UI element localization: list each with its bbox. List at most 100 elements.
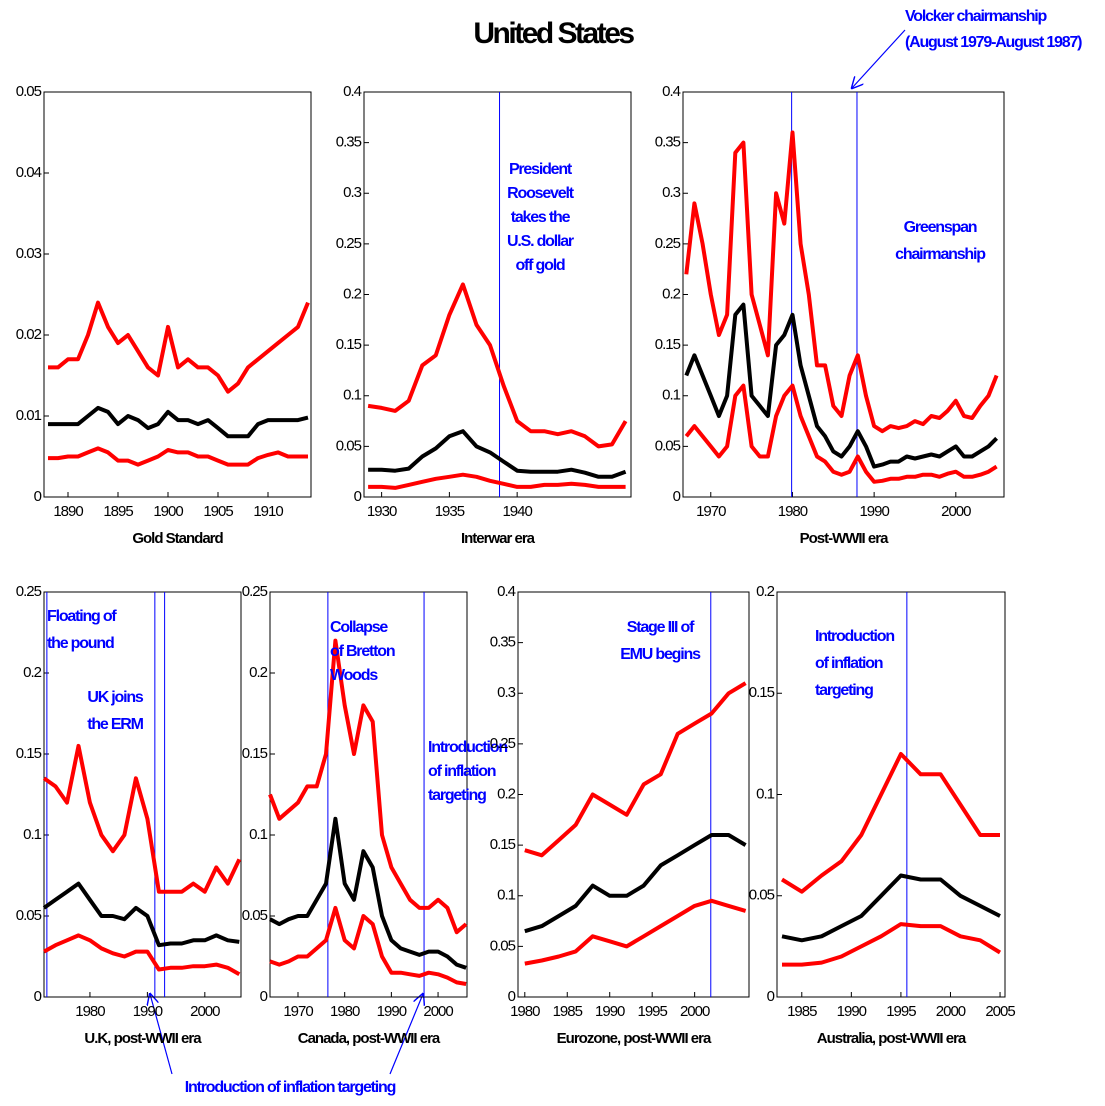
y-tick-label: 0.35 bbox=[336, 134, 362, 151]
y-tick-label: 0.25 bbox=[242, 583, 268, 600]
arrow bbox=[389, 994, 423, 1075]
y-tick-label: 0 bbox=[354, 488, 362, 505]
x-tick-label: 1970 bbox=[696, 503, 726, 520]
y-tick-label: 0.05 bbox=[655, 437, 681, 454]
annotation: Introduction of inflation targeting bbox=[185, 1079, 396, 1096]
x-axis-label: Gold Standard bbox=[132, 530, 223, 547]
annotation: the ERM bbox=[87, 716, 143, 733]
y-tick-label: 0.3 bbox=[662, 184, 681, 201]
annotation: the pound bbox=[47, 635, 114, 652]
arrow bbox=[150, 994, 173, 1075]
annotation: targeting bbox=[815, 682, 873, 699]
series-line bbox=[269, 905, 467, 986]
x-axis-label: Interwar era bbox=[461, 530, 536, 547]
x-tick-label: 1985 bbox=[787, 1003, 817, 1020]
y-tick-label: 0.1 bbox=[343, 387, 362, 404]
x-tick-label: 1990 bbox=[595, 1003, 625, 1020]
x-tick-label: 1935 bbox=[435, 503, 465, 520]
x-tick-label: 1990 bbox=[377, 1003, 407, 1020]
series-line bbox=[684, 302, 999, 469]
x-tick-label: 1980 bbox=[510, 1003, 540, 1020]
annotation: takes the bbox=[511, 209, 571, 226]
y-tick-label: 0.05 bbox=[749, 887, 775, 904]
x-tick-label: 2005 bbox=[985, 1003, 1015, 1020]
annotation: President bbox=[509, 161, 573, 178]
y-tick-label: 0.15 bbox=[490, 836, 516, 853]
y-tick-label: 0.03 bbox=[16, 245, 42, 262]
x-tick-label: 1990 bbox=[133, 1003, 163, 1020]
annotation: of inflation bbox=[428, 763, 496, 780]
annotation: off gold bbox=[515, 257, 564, 274]
y-tick-label: 0.25 bbox=[16, 583, 42, 600]
series-line bbox=[368, 429, 627, 479]
y-tick-label: 0.02 bbox=[16, 326, 42, 343]
y-tick-label: 0.3 bbox=[497, 684, 516, 701]
y-tick-label: 0.04 bbox=[16, 164, 42, 181]
y-tick-label: 0.25 bbox=[490, 735, 516, 752]
series-line bbox=[782, 922, 1002, 967]
y-tick-label: 0.25 bbox=[336, 235, 362, 252]
annotation: U.S. dollar bbox=[507, 233, 574, 250]
y-tick-label: 0.05 bbox=[490, 937, 516, 954]
series-line bbox=[269, 816, 467, 970]
y-tick-label: 0 bbox=[673, 488, 681, 505]
annotation: Volcker chairmanship bbox=[905, 8, 1048, 25]
x-axis-label: U.K, post-WWII era bbox=[84, 1030, 202, 1047]
y-tick-label: 0.15 bbox=[242, 745, 268, 762]
annotation: chairmanship bbox=[895, 246, 986, 263]
x-tick-label: 1980 bbox=[778, 503, 808, 520]
y-tick-label: 0.35 bbox=[655, 134, 681, 151]
y-tick-label: 0.15 bbox=[16, 745, 42, 762]
series-line bbox=[42, 881, 240, 948]
x-axis-label: Post-WWII era bbox=[800, 530, 889, 547]
x-tick-label: 1995 bbox=[637, 1003, 667, 1020]
y-tick-label: 0.2 bbox=[249, 664, 268, 681]
x-tick-label: 1930 bbox=[367, 503, 397, 520]
y-tick-label: 0.2 bbox=[662, 285, 681, 302]
series-line bbox=[48, 300, 310, 394]
x-tick-label: 1895 bbox=[103, 503, 133, 520]
y-tick-label: 0.2 bbox=[23, 664, 42, 681]
annotation: targeting bbox=[428, 787, 486, 804]
plot-frame bbox=[363, 91, 632, 498]
y-tick-label: 0.15 bbox=[655, 336, 681, 353]
series-line bbox=[781, 873, 1001, 943]
plot-frame bbox=[682, 91, 1005, 498]
x-tick-label: 1910 bbox=[253, 503, 283, 520]
y-tick-label: 0 bbox=[767, 988, 775, 1005]
x-tick-label: 2000 bbox=[936, 1003, 966, 1020]
x-tick-label: 1900 bbox=[153, 503, 183, 520]
y-tick-label: 0.4 bbox=[343, 83, 362, 100]
y-tick-label: 0 bbox=[508, 988, 516, 1005]
annotation: Floating of bbox=[47, 608, 117, 625]
y-tick-label: 0.35 bbox=[490, 634, 516, 651]
series-line bbox=[48, 405, 309, 439]
y-tick-label: 0.1 bbox=[23, 826, 42, 843]
y-tick-label: 0 bbox=[34, 988, 42, 1005]
annotation: EMU begins bbox=[620, 646, 701, 663]
annotation: Roosevelt bbox=[507, 185, 575, 202]
x-axis-label: Australia, post-WWII era bbox=[817, 1030, 967, 1047]
x-axis-label: Eurozone, post-WWII era bbox=[557, 1030, 712, 1047]
x-tick-label: 1940 bbox=[502, 503, 532, 520]
x-tick-label: 1980 bbox=[75, 1003, 105, 1020]
annotation: Greenspan bbox=[904, 219, 977, 236]
series-line bbox=[48, 446, 308, 467]
x-tick-label: 1905 bbox=[203, 503, 233, 520]
series-line bbox=[524, 898, 747, 966]
y-tick-label: 0 bbox=[260, 988, 268, 1005]
x-axis-label: Canada, post-WWII era bbox=[298, 1030, 441, 1047]
x-tick-label: 2000 bbox=[190, 1003, 220, 1020]
x-tick-label: 1990 bbox=[859, 503, 889, 520]
annotation: of Bretton bbox=[330, 643, 395, 660]
y-tick-label: 0.2 bbox=[756, 583, 775, 600]
annotation: Stage III of bbox=[627, 619, 695, 636]
y-tick-label: 0.1 bbox=[497, 887, 516, 904]
series-line bbox=[524, 681, 747, 858]
y-tick-label: 0.01 bbox=[16, 407, 42, 424]
x-tick-label: 1980 bbox=[330, 1003, 360, 1020]
x-tick-label: 1890 bbox=[53, 503, 83, 520]
annotation: UK joins bbox=[87, 689, 144, 706]
y-tick-label: 0.15 bbox=[336, 336, 362, 353]
